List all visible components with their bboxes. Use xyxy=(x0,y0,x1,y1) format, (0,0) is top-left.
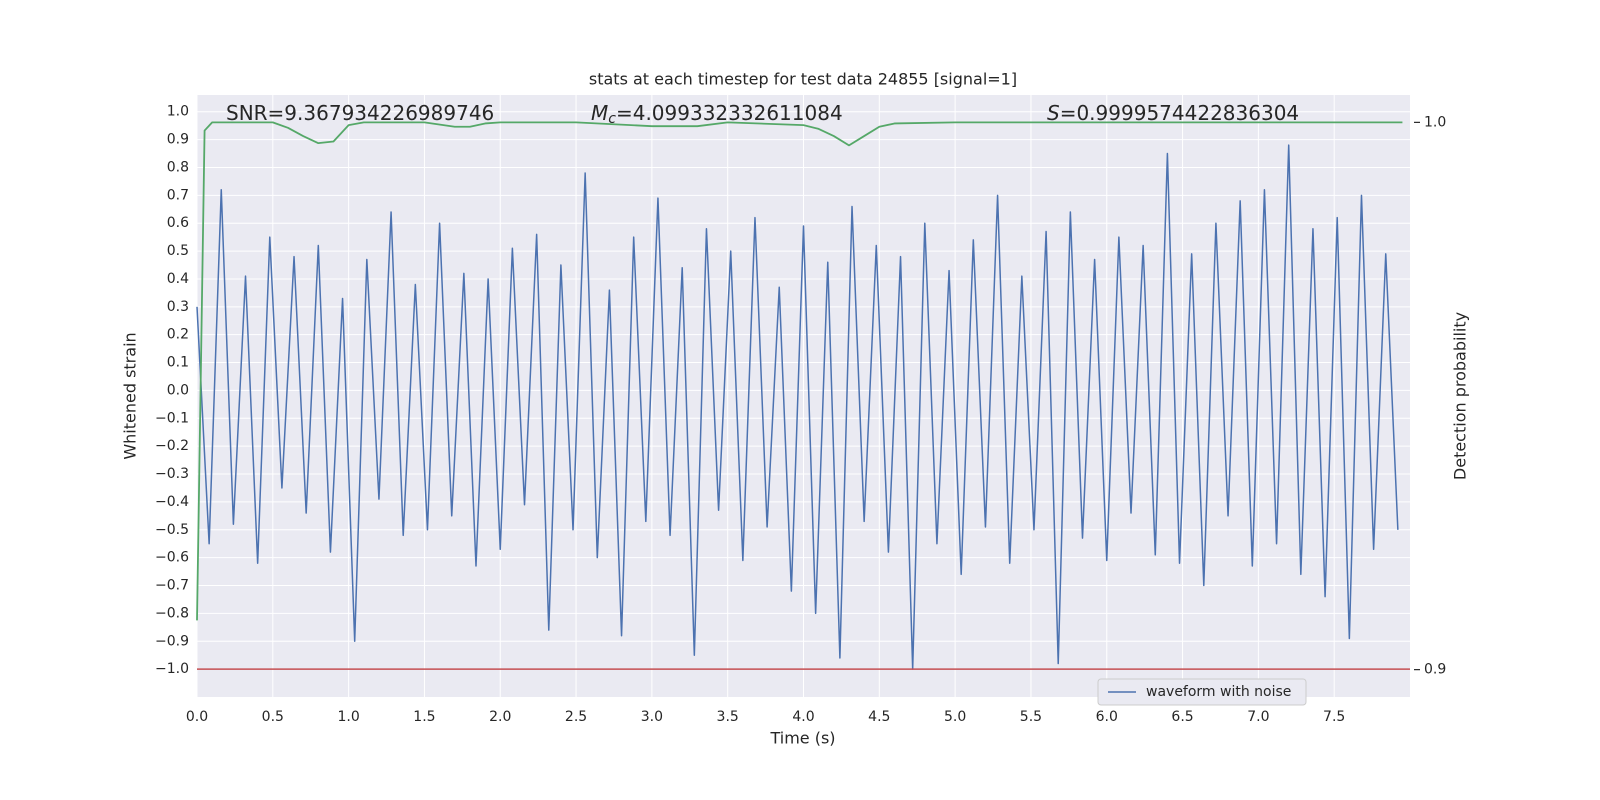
annotation: Mc=4.099332332611084 xyxy=(591,101,843,128)
y-tick-label: 0.2 xyxy=(167,327,189,343)
annotation: SNR=9.367934226989746 xyxy=(226,101,494,125)
y-tick-label: −0.6 xyxy=(155,550,189,566)
annotation-symbol: M xyxy=(591,101,608,125)
y-tick-label: 0.5 xyxy=(167,243,189,259)
x-axis-label: Time (s) xyxy=(769,729,835,748)
y-tick-label: −0.5 xyxy=(155,522,189,538)
y2-tick-label: 0.9 xyxy=(1424,662,1446,678)
annotation-text: =0.9999574422836304 xyxy=(1060,101,1299,125)
y-tick-label: 0.7 xyxy=(167,187,189,203)
y-tick-label: −1.0 xyxy=(155,661,189,677)
y-tick-label: 0.9 xyxy=(167,132,189,148)
y2-axis-label: Detection probability xyxy=(1451,312,1470,480)
y-axis-label: Whitened strain xyxy=(121,332,140,459)
x-tick-label: 5.5 xyxy=(1020,709,1042,725)
x-tick-label: 7.5 xyxy=(1323,709,1345,725)
x-tick-label: 7.0 xyxy=(1247,709,1269,725)
annotation-text: =4.099332332611084 xyxy=(616,101,843,125)
legend-box xyxy=(1097,678,1307,706)
y-tick-label: −0.9 xyxy=(155,633,189,649)
x-tick-label: 6.5 xyxy=(1171,709,1193,725)
x-tick-label: 3.0 xyxy=(641,709,663,725)
y2-tick-label: 1.0 xyxy=(1424,114,1446,130)
annotation: S=0.9999574422836304 xyxy=(1047,101,1299,125)
y-tick-label: 0.8 xyxy=(167,159,189,175)
y-tick-label: 0.4 xyxy=(167,271,189,287)
y-tick-label: −0.7 xyxy=(155,578,189,594)
x-tick-label: 3.5 xyxy=(717,709,739,725)
annotation-subscript: c xyxy=(608,111,616,127)
y-tick-label: −0.8 xyxy=(155,605,189,621)
x-tick-label: 1.0 xyxy=(337,709,359,725)
chart-title: stats at each timestep for test data 248… xyxy=(589,70,1017,89)
y-tick-label: 0.0 xyxy=(167,382,189,398)
x-tick-label: 5.0 xyxy=(944,709,966,725)
x-tick-label: 2.0 xyxy=(489,709,511,725)
y-tick-label: 0.1 xyxy=(167,355,189,371)
x-tick-label: 0.5 xyxy=(262,709,284,725)
data-line xyxy=(196,121,1403,621)
y-tick-label: 1.0 xyxy=(167,104,189,120)
x-tick-label: 1.5 xyxy=(413,709,435,725)
y-tick-label: −0.3 xyxy=(155,466,189,482)
y-tick-label: −0.4 xyxy=(155,494,189,510)
data-line xyxy=(196,144,1399,670)
annotation-symbol: S xyxy=(1047,101,1060,125)
y-tick-label: −0.1 xyxy=(155,410,189,426)
x-tick-label: 2.5 xyxy=(565,709,587,725)
legend-label: waveform with noise xyxy=(1146,684,1291,700)
y-tick-label: 0.3 xyxy=(167,299,189,315)
x-tick-label: 4.5 xyxy=(868,709,890,725)
y-tick-label: −0.2 xyxy=(155,438,189,454)
x-tick-label: 0.0 xyxy=(186,709,208,725)
annotation-text: SNR=9.367934226989746 xyxy=(226,101,494,125)
x-tick-label: 6.0 xyxy=(1096,709,1118,725)
x-tick-label: 4.0 xyxy=(792,709,814,725)
y-tick-label: 0.6 xyxy=(167,215,189,231)
